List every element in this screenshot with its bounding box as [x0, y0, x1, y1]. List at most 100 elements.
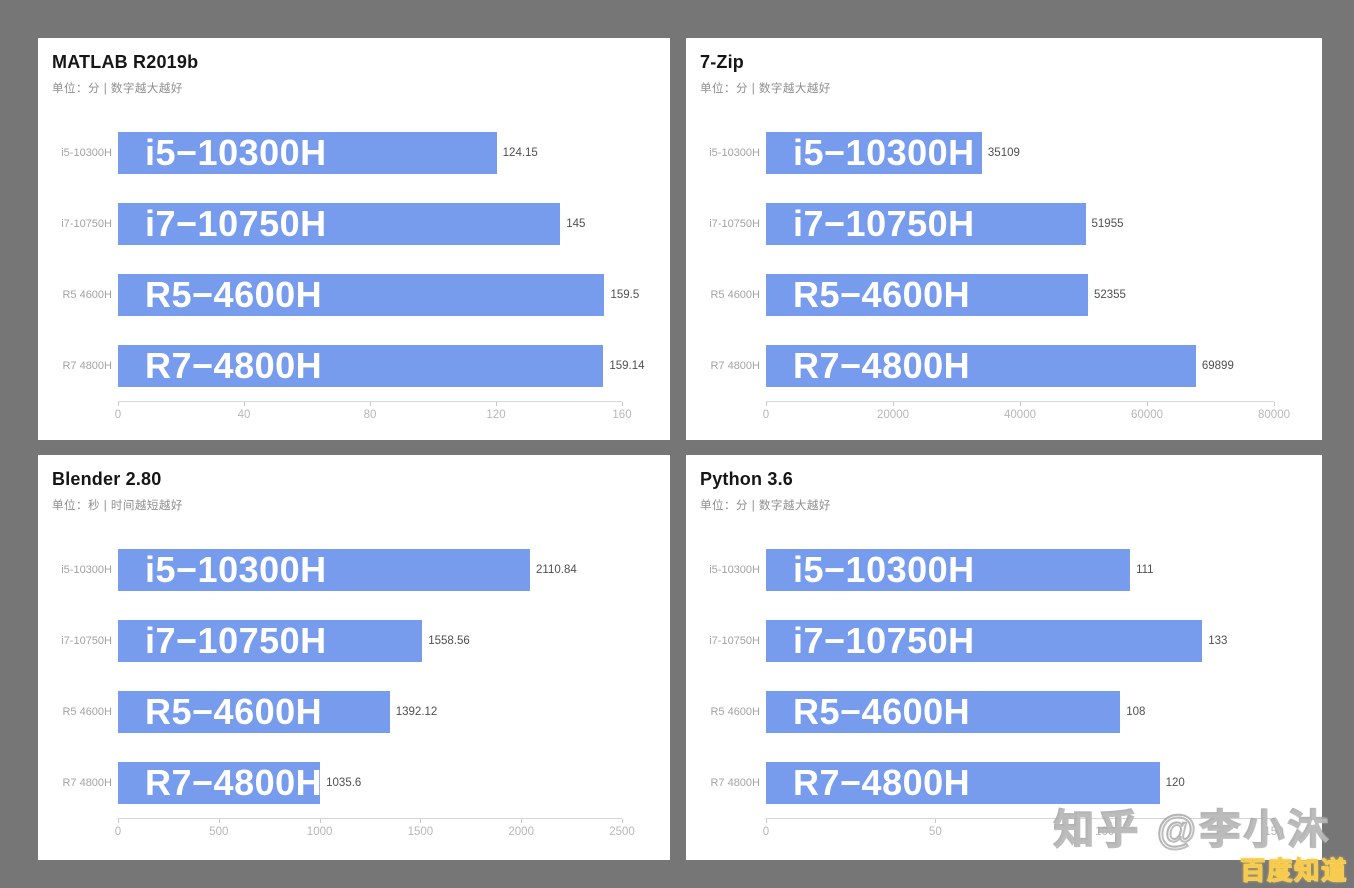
plot-area: i5-10300H i5−10300H 35109 i7-10750H i7−10750… — [700, 132, 1308, 427]
axis-tick — [370, 402, 371, 406]
bar: R5−4600H — [766, 691, 1121, 733]
x-axis: 0 500 1000 1500 2000 2500 — [52, 818, 656, 844]
chart-row: i5-10300H i5−10300H 111 — [700, 549, 1308, 591]
axis-tick — [521, 819, 523, 823]
axis-track: 0 20000 40000 60000 80000 — [762, 401, 1290, 427]
category-label: R5 4600H — [710, 706, 760, 718]
bar: i5−10300H — [118, 132, 497, 174]
axis-tick-label: 100 — [1095, 826, 1115, 838]
axis-track: 0 500 1000 1500 2000 2500 — [115, 818, 635, 844]
axis-tick-label: 0 — [762, 826, 770, 838]
chart-row: i7-10750H i7−10750H 145 — [52, 203, 656, 245]
axis-tick — [622, 402, 623, 406]
bar-track: R7−4800H 159.14 — [118, 345, 645, 387]
axis-tick — [118, 402, 119, 406]
axis-tick — [766, 819, 767, 823]
category-label: R5 4600H — [62, 289, 112, 301]
bar-track: R7−4800H 69899 — [766, 345, 1258, 387]
bar: R7−4800H — [118, 762, 322, 804]
bar-label: R5−4600H — [793, 274, 971, 315]
bar: R5−4600H — [118, 274, 605, 316]
category-label: R5 4600H — [710, 289, 760, 301]
plot-area: i5-10300H i5−10300H 111 i7-10750H i7−10750H 1… — [700, 549, 1308, 844]
bar-label: i7−10750H — [145, 620, 327, 661]
axis-track: 0 50 100 150 — [762, 818, 1284, 844]
axis-line: 0 40 80 120 160 — [115, 401, 632, 428]
chart-row: R5 4600H R5−4600H 159.5 — [52, 274, 656, 316]
axis-tick-label: 20000 — [877, 409, 909, 421]
axis-tick — [1104, 819, 1106, 823]
chart-subtitle: 单位：秒 | 时间越短越好 — [52, 500, 183, 512]
bar-track: R7−4800H 1035.6 — [118, 762, 606, 804]
axis-tick — [1020, 402, 1021, 406]
bar-track: R5−4600H 108 — [766, 691, 1258, 733]
chart-row: i5-10300H i5−10300H 124.15 — [52, 132, 656, 174]
baidu-watermark: 百度知道 — [1239, 857, 1348, 886]
bar-track: R5−4600H 159.5 — [118, 274, 639, 316]
category-label: R7 4800H — [710, 360, 760, 372]
value-label: 1558.56 — [428, 635, 470, 647]
chart-subtitle: 单位：分 | 数字越大越好 — [700, 500, 831, 512]
category-label: i5-10300H — [709, 147, 760, 159]
bar-label: i5−10300H — [145, 132, 327, 173]
bar-label: R5−4600H — [145, 274, 323, 315]
x-axis: 0 20000 40000 60000 80000 — [700, 401, 1308, 427]
chart-row: R5 4600H R5−4600H 52355 — [700, 274, 1308, 316]
bar-track: R5−4600H 52355 — [766, 274, 1258, 316]
axis-tick-label: 0 — [762, 409, 770, 421]
bar-label: i5−10300H — [145, 549, 327, 590]
x-axis: 0 40 80 120 160 — [52, 401, 656, 427]
bar-label: i7−10750H — [145, 203, 327, 244]
axis-tick-label: 160 — [612, 409, 632, 421]
chart-title: MATLAB R2019b — [52, 52, 199, 72]
category-label: R5 4600H — [62, 706, 112, 718]
bar-track: i7−10750H 145 — [118, 203, 606, 245]
axis-tick-label: 1500 — [407, 826, 434, 838]
bar: i7−10750H — [766, 203, 1086, 245]
bar-label: i7−10750H — [793, 203, 975, 244]
axis-tick-label: 0 — [114, 826, 122, 838]
bar-label: R7−4800H — [793, 762, 971, 803]
bar-track: i7−10750H 1558.56 — [118, 620, 606, 662]
bar-track: i5−10300H 2110.84 — [118, 549, 606, 591]
axis-tick — [420, 819, 422, 823]
axis-tick-label: 2500 — [609, 826, 635, 838]
chart-panel-matlab: MATLAB R2019b 单位：分 | 数字越大越好 i5-10300H i5−… — [38, 38, 670, 440]
axis-tick-label: 80000 — [1258, 409, 1290, 421]
chart-row: i7-10750H i7−10750H 1558.56 — [52, 620, 656, 662]
bar: R7−4800H — [766, 762, 1160, 804]
x-axis: 0 50 100 150 — [700, 818, 1308, 844]
axis-tick-label: 2000 — [508, 826, 534, 838]
bar: R5−4600H — [766, 274, 1088, 316]
category-label: i5-10300H — [709, 564, 760, 576]
axis-tick — [1147, 402, 1148, 406]
axis-tick-label: 500 — [209, 826, 229, 838]
chart-row: i5-10300H i5−10300H 2110.84 — [52, 549, 656, 591]
bar-track: i7−10750H 133 — [766, 620, 1258, 662]
chart-title: Python 3.6 — [700, 469, 794, 489]
chart-row: R7 4800H R7−4800H 159.14 — [52, 345, 656, 387]
chart-row: R7 4800H R7−4800H 1035.6 — [52, 762, 656, 804]
bar-track: R5−4600H 1392.12 — [118, 691, 606, 733]
bar: i7−10750H — [766, 620, 1203, 662]
chart-subtitle: 单位：分 | 数字越大越好 — [52, 83, 183, 95]
axis-tick-label: 120 — [486, 409, 506, 421]
bar-label: i7−10750H — [793, 620, 975, 661]
bar-label: i5−10300H — [793, 549, 975, 590]
axis-line: 0 500 1000 1500 2000 2500 — [114, 818, 635, 845]
chart-row: R7 4800H R7−4800H 69899 — [700, 345, 1308, 387]
chart-panel-python: Python 3.6 单位：分 | 数字越大越好 i5-10300H i5−103… — [686, 455, 1322, 860]
chart-subtitle: 单位：分 | 数字越大越好 — [700, 83, 831, 95]
axis-tick-label: 40 — [237, 409, 251, 421]
bar-track: R7−4800H 120 — [766, 762, 1258, 804]
bar: i7−10750H — [118, 203, 561, 245]
value-label: 108 — [1126, 706, 1146, 718]
plot-area: i5-10300H i5−10300H 124.15 i7-10750H i7−1075… — [52, 132, 656, 427]
axis-tick-label: 150 — [1264, 826, 1284, 838]
axis-tick — [118, 819, 119, 823]
bar: R7−4800H — [766, 345, 1196, 387]
bar-label: R5−4600H — [793, 691, 971, 732]
axis-tick — [766, 402, 767, 406]
value-label: 2110.84 — [536, 564, 577, 576]
